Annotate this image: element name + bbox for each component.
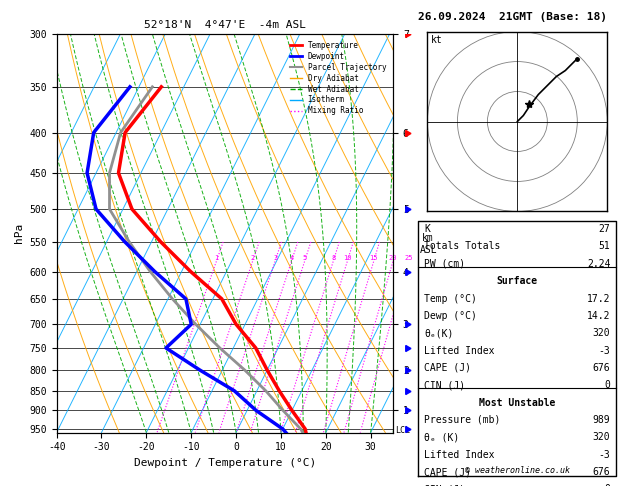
Text: CIN (J): CIN (J) [424, 380, 465, 390]
Text: PW (cm): PW (cm) [424, 259, 465, 269]
Text: CIN (J): CIN (J) [424, 485, 465, 486]
Text: Temp (°C): Temp (°C) [424, 294, 477, 304]
Text: 27: 27 [599, 224, 611, 234]
Text: 320: 320 [593, 328, 611, 338]
Legend: Temperature, Dewpoint, Parcel Trajectory, Dry Adiabat, Wet Adiabat, Isotherm, Mi: Temperature, Dewpoint, Parcel Trajectory… [287, 38, 389, 119]
Text: 3: 3 [273, 255, 277, 260]
Text: 17.2: 17.2 [587, 294, 611, 304]
Text: 26.09.2024  21GMT (Base: 18): 26.09.2024 21GMT (Base: 18) [418, 12, 607, 22]
Text: 8: 8 [331, 255, 335, 260]
Text: Lifted Index: Lifted Index [424, 346, 495, 356]
Text: 320: 320 [593, 433, 611, 442]
Text: Most Unstable: Most Unstable [479, 398, 555, 408]
Text: Totals Totals: Totals Totals [424, 242, 501, 251]
Text: Dewp (°C): Dewp (°C) [424, 311, 477, 321]
Text: θₑ(K): θₑ(K) [424, 328, 454, 338]
Text: Lifted Index: Lifted Index [424, 450, 495, 460]
Text: 0: 0 [604, 380, 611, 390]
Text: 2.24: 2.24 [587, 259, 611, 269]
Y-axis label: km
ASL: km ASL [420, 233, 437, 255]
Text: 676: 676 [593, 467, 611, 477]
Text: K: K [424, 224, 430, 234]
Y-axis label: hPa: hPa [14, 223, 24, 243]
Text: 2: 2 [251, 255, 255, 260]
Text: Surface: Surface [497, 276, 538, 286]
Text: 5: 5 [303, 255, 307, 260]
Text: 676: 676 [593, 363, 611, 373]
Text: 1: 1 [214, 255, 219, 260]
Text: 20: 20 [389, 255, 398, 260]
Text: LCL: LCL [396, 426, 410, 435]
X-axis label: Dewpoint / Temperature (°C): Dewpoint / Temperature (°C) [134, 458, 316, 468]
Text: 4: 4 [289, 255, 294, 260]
Text: 989: 989 [593, 415, 611, 425]
Text: kt: kt [431, 35, 443, 45]
Text: 10: 10 [343, 255, 352, 260]
Title: 52°18'N  4°47'E  -4m ASL: 52°18'N 4°47'E -4m ASL [144, 20, 306, 31]
Text: 14.2: 14.2 [587, 311, 611, 321]
Text: 15: 15 [370, 255, 378, 260]
Text: Pressure (mb): Pressure (mb) [424, 415, 501, 425]
Text: 0: 0 [604, 485, 611, 486]
Text: CAPE (J): CAPE (J) [424, 467, 471, 477]
Text: -3: -3 [599, 450, 611, 460]
Text: CAPE (J): CAPE (J) [424, 363, 471, 373]
Text: © weatheronline.co.uk: © weatheronline.co.uk [465, 466, 570, 475]
Text: θₑ (K): θₑ (K) [424, 433, 459, 442]
Text: -3: -3 [599, 346, 611, 356]
Text: 25: 25 [404, 255, 413, 260]
Text: 51: 51 [599, 242, 611, 251]
